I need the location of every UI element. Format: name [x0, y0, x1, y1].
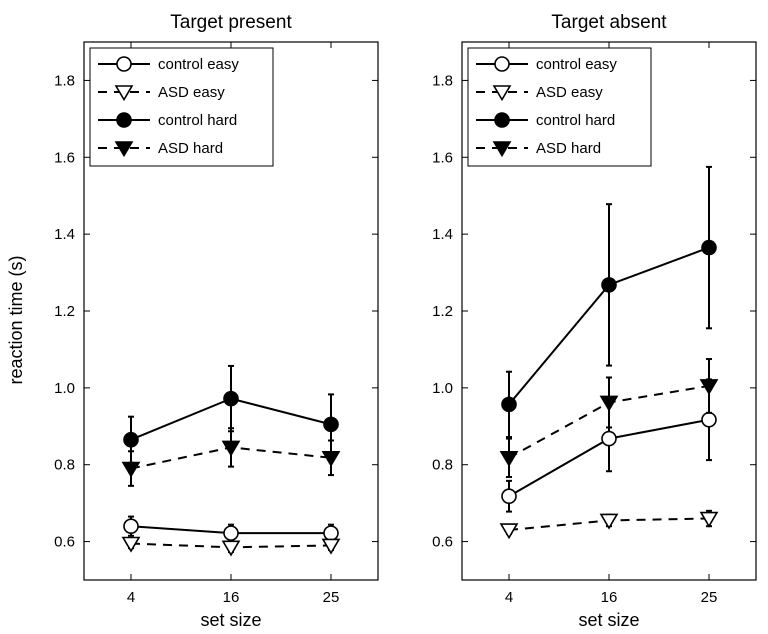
data-point — [699, 511, 719, 528]
data-point — [599, 513, 619, 530]
y-tick-label: 1.0 — [54, 380, 75, 397]
data-point — [221, 440, 241, 457]
legend-marker — [494, 112, 510, 128]
panel-title: Target present — [170, 12, 292, 33]
data-point — [321, 538, 341, 555]
series-control-hard — [123, 364, 339, 464]
y-tick-label: 1.4 — [432, 226, 453, 243]
series-ASD-easy — [499, 509, 719, 540]
data-point — [123, 431, 139, 448]
legend-marker — [492, 85, 512, 102]
legend-label: ASD easy — [158, 84, 225, 101]
y-tick-label: 0.8 — [432, 457, 453, 474]
data-point — [701, 239, 717, 256]
legend-label: ASD hard — [536, 140, 601, 157]
plot-area: 0.6 0.8 1.0 1.2 1.4 1.6 1.8 4 16 25 control easy AS… — [54, 41, 379, 606]
panel-title: Target absent — [551, 12, 667, 33]
data-point — [123, 518, 139, 535]
x-axis-label: set size — [200, 610, 261, 630]
legend-marker — [114, 141, 134, 158]
data-point — [121, 536, 141, 553]
x-tick-label: 4 — [127, 589, 135, 606]
data-point — [321, 450, 341, 467]
data-point — [223, 390, 239, 407]
legend-marker — [494, 56, 510, 72]
legend-marker — [116, 112, 132, 128]
x-tick-label: 4 — [505, 589, 513, 606]
y-tick-label: 1.8 — [432, 72, 453, 89]
legend-marker — [114, 85, 134, 102]
x-tick-label: 25 — [323, 589, 340, 606]
panel-target-present: Target present reaction time (s) set siz… — [6, 12, 379, 630]
data-point — [699, 379, 719, 396]
series-ASD-easy — [121, 536, 341, 557]
legend-marker — [492, 141, 512, 158]
y-tick-label: 1.8 — [54, 72, 75, 89]
y-tick-label: 0.6 — [432, 534, 453, 551]
data-point — [501, 488, 517, 505]
legend: control easy ASD easy control hard ASD hard — [467, 47, 652, 167]
x-tick-label: 16 — [601, 589, 618, 606]
data-point — [599, 395, 619, 412]
y-tick-label: 1.2 — [432, 303, 453, 320]
legend-label: control easy — [158, 56, 239, 73]
data-point — [223, 525, 239, 541]
series-control-hard — [501, 165, 717, 439]
y-tick-label: 1.0 — [432, 380, 453, 397]
panel-target-absent: Target absent set size 0.6 0.8 1.0 1.2 1.4 1.… — [432, 12, 757, 630]
series-control-easy — [123, 515, 339, 543]
x-axis-label: set size — [578, 610, 639, 630]
legend-label: ASD easy — [536, 84, 603, 101]
plot-area: 0.6 0.8 1.0 1.2 1.4 1.6 1.8 4 16 25 control easy AS… — [432, 41, 757, 606]
y-tick-label: 1.2 — [54, 303, 75, 320]
data-point — [601, 430, 617, 447]
y-tick-label: 0.8 — [54, 457, 75, 474]
data-point — [121, 461, 141, 478]
legend-label: control hard — [158, 112, 237, 129]
data-point — [601, 277, 617, 293]
x-tick-label: 16 — [223, 589, 240, 606]
data-point — [501, 396, 517, 413]
legend-label: ASD hard — [158, 140, 223, 157]
data-point — [323, 525, 339, 541]
y-tick-label: 1.6 — [432, 149, 453, 166]
y-tick-label: 1.4 — [54, 226, 75, 243]
series-ASD-hard — [499, 358, 719, 479]
series-ASD-hard — [121, 427, 341, 487]
data-point — [221, 540, 241, 557]
data-point — [701, 411, 717, 428]
legend: control easy ASD easy control hard ASD hard — [89, 47, 274, 167]
legend-label: control easy — [536, 56, 617, 73]
legend-label: control hard — [536, 112, 615, 129]
legend-marker — [116, 56, 132, 72]
y-tick-label: 1.6 — [54, 149, 75, 166]
y-axis-label: reaction time (s) — [6, 255, 26, 384]
x-tick-label: 25 — [701, 589, 718, 606]
data-point — [499, 523, 519, 540]
y-tick-label: 0.6 — [54, 534, 75, 551]
data-point — [323, 416, 339, 433]
data-point — [499, 450, 519, 467]
